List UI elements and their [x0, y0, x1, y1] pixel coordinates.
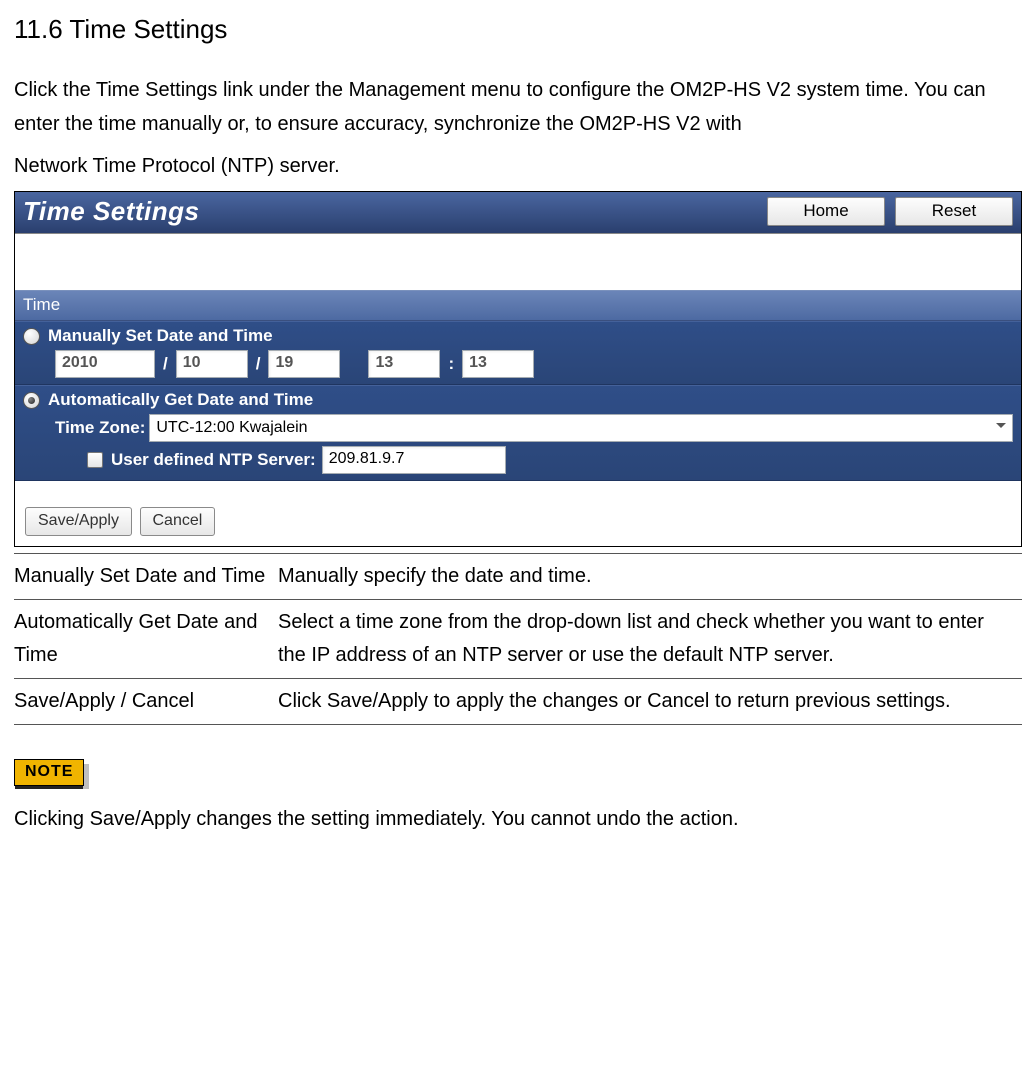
time-settings-panel: Time Settings Home Reset Time Manually S… — [14, 191, 1022, 547]
intro-paragraph-2: Network Time Protocol (NTP) server. — [14, 149, 1022, 183]
definitions-table: Manually Set Date and Time Manually spec… — [14, 553, 1022, 725]
time-sep: : — [448, 354, 454, 374]
save-apply-button[interactable]: Save/Apply — [25, 507, 132, 536]
timezone-label: Time Zone: — [55, 418, 145, 438]
button-row: Save/Apply Cancel — [15, 481, 1021, 546]
hour-input[interactable]: 13 — [368, 350, 440, 378]
chevron-down-icon — [996, 423, 1006, 428]
panel-header: Time Settings Home Reset — [15, 192, 1021, 234]
table-row: Manually Set Date and Time Manually spec… — [14, 554, 1022, 600]
time-section-header: Time — [15, 290, 1021, 321]
month-input[interactable]: 10 — [176, 350, 248, 378]
panel-spacer — [15, 234, 1021, 290]
date-sep-2: / — [256, 354, 261, 374]
table-row: Save/Apply / Cancel Click Save/Apply to … — [14, 679, 1022, 725]
timezone-select[interactable]: UTC-12:00 Kwajalein — [149, 414, 1013, 442]
table-row: Automatically Get Date and Time Select a… — [14, 600, 1022, 679]
auto-radio[interactable] — [23, 392, 40, 409]
auto-row: Automatically Get Date and Time Time Zon… — [15, 385, 1021, 481]
def-key: Automatically Get Date and Time — [14, 600, 278, 679]
timezone-value: UTC-12:00 Kwajalein — [156, 419, 307, 437]
home-button[interactable]: Home — [767, 197, 885, 226]
def-value: Select a time zone from the drop-down li… — [278, 600, 1022, 679]
year-input[interactable]: 2010 — [55, 350, 155, 378]
def-value: Click Save/Apply to apply the changes or… — [278, 679, 1022, 725]
cancel-button[interactable]: Cancel — [140, 507, 216, 536]
note-section: NOTE Clicking Save/Apply changes the set… — [14, 759, 1022, 831]
section-heading: 11.6 Time Settings — [14, 14, 1022, 45]
def-value: Manually specify the date and time. — [278, 554, 1022, 600]
intro-paragraph-1: Click the Time Settings link under the M… — [14, 73, 1022, 141]
ntp-checkbox-label: User defined NTP Server: — [111, 450, 316, 470]
def-key: Save/Apply / Cancel — [14, 679, 278, 725]
ntp-server-input[interactable]: 209.81.9.7 — [322, 446, 506, 474]
day-input[interactable]: 19 — [268, 350, 340, 378]
minute-input[interactable]: 13 — [462, 350, 534, 378]
manual-label: Manually Set Date and Time — [48, 326, 273, 346]
reset-button[interactable]: Reset — [895, 197, 1013, 226]
manual-radio[interactable] — [23, 328, 40, 345]
date-sep-1: / — [163, 354, 168, 374]
def-key: Manually Set Date and Time — [14, 554, 278, 600]
panel-title: Time Settings — [23, 196, 757, 227]
note-text: Clicking Save/Apply changes the setting … — [14, 808, 1022, 831]
ntp-checkbox[interactable] — [87, 452, 103, 468]
auto-label: Automatically Get Date and Time — [48, 390, 313, 410]
manual-row: Manually Set Date and Time 2010 / 10 / 1… — [15, 321, 1021, 385]
note-badge: NOTE — [14, 759, 84, 786]
